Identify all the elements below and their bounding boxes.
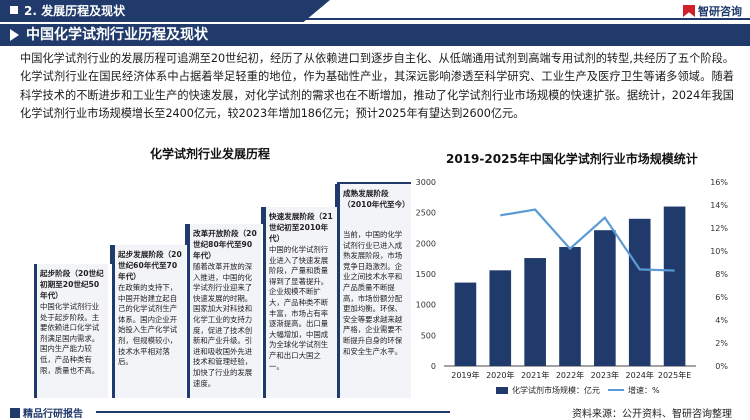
y-right-tick-label: 8% <box>715 270 728 279</box>
stage-marker <box>337 184 340 398</box>
timeline-stage: 起步发展阶段（20世纪60年代至70年代） 在政策的支持下，中国开始建立起自己的化… <box>112 245 186 398</box>
book-icon <box>10 408 20 418</box>
x-tick-label: 2020年 <box>486 370 514 380</box>
footer-divider <box>96 411 450 413</box>
y-right-tick-label: 16% <box>710 178 728 187</box>
logo-icon <box>683 5 695 17</box>
logo-text: 智研咨询 <box>698 5 742 18</box>
intro-paragraph: 中国化学试剂行业的发展历程可追溯至20世纪初，经历了从依赖进口到逐步自主化、从低… <box>20 52 734 121</box>
timeline-title: 化学试剂行业发展历程 <box>150 147 271 161</box>
section-label: 2. 发展历程及现状 <box>0 0 330 22</box>
bar <box>559 247 581 366</box>
stage-description: 随着改革开放的深入推进，中国的化学试剂行业迎来了快速发展的时期。国家加大对科技和… <box>193 262 253 388</box>
step-cap <box>337 182 411 184</box>
top-bar: 2. 发展历程及现状 智研咨询 <box>0 0 750 22</box>
bar <box>594 230 616 366</box>
stage-marker <box>187 224 190 398</box>
y-right-tick-label: 2% <box>715 339 728 348</box>
bar <box>663 206 686 366</box>
y-right-tick-label: 12% <box>710 224 728 233</box>
y-left-tick-label: 2000 <box>416 239 436 248</box>
section-label-text: 2. 发展历程及现状 <box>24 4 126 18</box>
bar <box>489 270 512 366</box>
x-tick-label: 2022年 <box>556 370 584 380</box>
y-left-tick-label: 1500 <box>416 270 436 279</box>
x-tick-label: 2024年 <box>626 370 654 380</box>
stage-title: 快速发展阶段（21世纪初至2010年代） <box>269 212 333 243</box>
stage-description: 在政策的支持下，中国开始建立起自己的化学试剂生产体系。国内企业开始投入生产化学试… <box>118 283 178 367</box>
x-tick-label: 2021年 <box>521 370 549 380</box>
timeline-stage: 快速发展阶段（21世纪初至2010年代） 中国的化学试剂行业进入了快速发展阶段，产… <box>263 207 337 398</box>
legend-bar-swatch <box>496 387 508 394</box>
stage-title: 改革开放阶段（20世纪80年代至90年代） <box>193 229 257 260</box>
bar <box>454 282 477 366</box>
top-divider <box>300 18 750 20</box>
stage-marker <box>112 245 115 398</box>
legend-line-label: 增速：% <box>628 385 660 395</box>
stage-description: 当前，中国的化学试剂行业已进入成熟发展阶段，市场竞争日趋激烈。企业之间技术水平和… <box>343 230 403 356</box>
y-right-tick-label: 10% <box>710 247 728 256</box>
stage-title: 起步发展阶段（20世纪60年代至70年代） <box>118 250 182 281</box>
y-left-tick-label: 3000 <box>416 178 436 187</box>
page-heading: 中国化学试剂行业历程及现状 <box>0 24 750 46</box>
bar <box>628 218 651 366</box>
logo: 智研咨询 <box>683 3 742 19</box>
stage-title: 成熟发展阶段（2010年代至今） <box>343 189 410 209</box>
y-left-tick-label: 500 <box>421 331 436 340</box>
step-riser <box>185 224 187 245</box>
step-riser <box>110 245 112 264</box>
stage-description: 中国的化学试剂行业进入了快速发展阶段，产量和质量得到了显著提升。企业规模不断扩大… <box>269 245 329 371</box>
bar <box>524 258 546 366</box>
y-right-tick-label: 14% <box>710 201 728 210</box>
x-tick-label: 2023年 <box>591 370 619 380</box>
y-right-tick-label: 6% <box>715 293 728 302</box>
timeline-stage: 改革开放阶段（20世纪80年代至90年代） 随着改革开放的深入推进，中国的化学试剂… <box>187 224 261 398</box>
growth-line <box>500 208 675 272</box>
y-left-tick-label: 2500 <box>416 209 436 218</box>
legend-bar-label: 化学试剂市场规模：亿元 <box>512 385 600 395</box>
page-title: 中国化学试剂行业历程及现状 <box>26 27 208 43</box>
chart-title: 2019-2025年中国化学试剂行业市场规模统计 <box>446 152 698 166</box>
market-size-chart: 0 500 1000 1500 2000 2500 3000 0% 2% 4% 6% 8% 10% 12%… <box>416 178 729 395</box>
stage-title: 起步阶段（20世纪初期至20世纪50年代） <box>40 269 104 300</box>
y-left-tick-label: 1000 <box>416 301 436 310</box>
footer: 精品行研报告 资料来源：公开资料、智研咨询整理 <box>0 405 750 420</box>
timeline-stage: 起步阶段（20世纪初期至20世纪50年代） 中国化学试剂行业处于起步阶段。主要依赖… <box>34 264 108 398</box>
square-icon <box>10 6 18 14</box>
footer-left-text: 精品行研报告 <box>23 409 83 420</box>
step-riser <box>261 207 263 224</box>
step-riser <box>335 184 337 207</box>
chevron-right-icon <box>10 29 19 41</box>
y-right-tick-label: 4% <box>715 316 728 325</box>
timeline-stage: 成熟发展阶段（2010年代至今） 当前，中国的化学试剂行业已进入成熟发展阶段，市场… <box>337 184 411 398</box>
x-tick-label: 2025年E <box>658 370 691 380</box>
y-left-tick-label: 0 <box>431 362 436 371</box>
stage-description: 中国化学试剂行业处于起步阶段。主要依赖进口化学试剂满足国内需求。国内生产能力较低… <box>40 302 100 375</box>
stage-marker <box>263 207 266 398</box>
footer-left: 精品行研报告 <box>10 405 83 420</box>
source-note: 资料来源：公开资料、智研咨询整理 <box>572 409 732 420</box>
y-right-tick-label: 0% <box>715 362 728 371</box>
x-tick-label: 2019年 <box>451 370 479 380</box>
stage-marker <box>34 264 37 398</box>
